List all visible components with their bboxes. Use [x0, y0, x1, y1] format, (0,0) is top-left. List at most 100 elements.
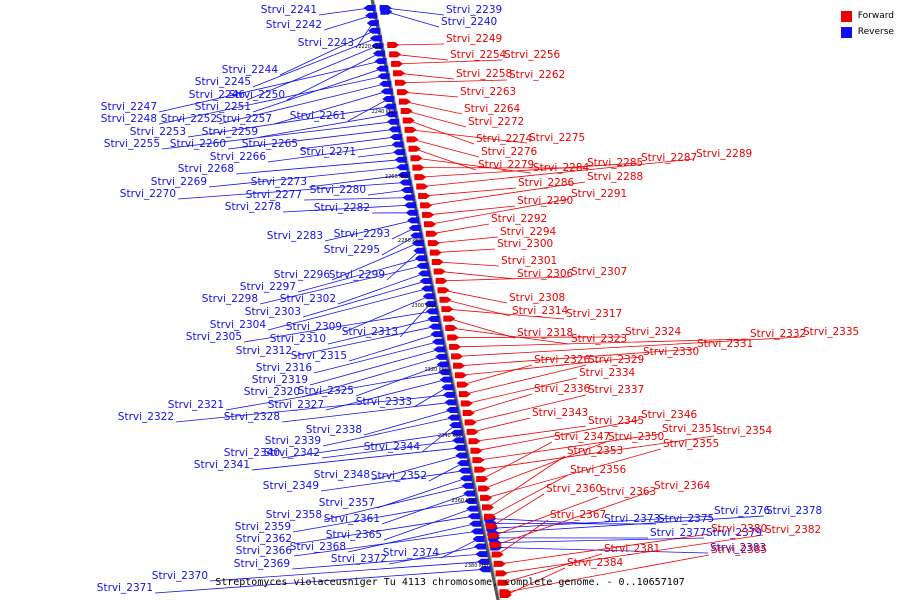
leader-line	[279, 30, 375, 76]
leader-line	[482, 441, 553, 480]
gene-label: Strvi_2265	[242, 138, 298, 150]
gene-label: Strvi_2381	[604, 543, 660, 555]
gene-feature	[393, 70, 406, 77]
gene-feature	[385, 111, 398, 118]
gene-feature	[497, 579, 510, 586]
leader-line	[495, 490, 653, 546]
leader-line	[381, 235, 417, 256]
gene-label: Strvi_2283	[267, 230, 323, 242]
leader-lines	[154, 7, 802, 596]
gene-label: Strvi_2239	[446, 4, 502, 16]
gene-feature	[380, 8, 393, 15]
leader-line	[308, 174, 404, 188]
leader-line	[495, 537, 705, 544]
gene-label: Strvi_2314	[512, 305, 569, 317]
gene-feature	[466, 428, 479, 435]
leader-line	[385, 7, 445, 16]
gene-label: Strvi_2244	[222, 64, 279, 76]
gene-feature	[376, 65, 389, 72]
leader-line	[177, 182, 406, 200]
gene-label: Strvi_2286	[518, 177, 575, 189]
gene-label: Strvi_2258	[456, 68, 512, 80]
gene-label: Strvi_2344	[364, 441, 421, 453]
leader-line	[175, 394, 449, 423]
gene-feature	[441, 384, 454, 391]
gene-label: Strvi_2374	[383, 547, 440, 559]
gene-label: Strvi_2277	[246, 189, 302, 201]
gene-label: Strvi_2316	[256, 362, 313, 374]
gene-label: Strvi_2333	[356, 396, 412, 408]
gene-label: Strvi_2282	[314, 202, 370, 214]
gene-label: Strvi_2284	[533, 162, 590, 174]
gene-label: Strvi_2322	[118, 411, 174, 423]
gene-label: Strvi_2340	[224, 447, 280, 459]
leader-line	[491, 493, 545, 527]
gene-label: Strvi_2251	[195, 101, 251, 113]
gene-feature	[427, 240, 440, 247]
gene-feature	[412, 164, 425, 171]
gene-feature	[428, 323, 441, 330]
leader-line	[324, 219, 414, 242]
gene-label: Strvi_2310	[270, 333, 326, 345]
leader-line	[386, 250, 420, 281]
gene-feature	[476, 476, 489, 483]
leader-line	[449, 318, 516, 339]
gene-feature	[391, 141, 404, 148]
leader-line	[297, 257, 422, 293]
genome-caption: Streptomyces violaceusniger Tu 4113 chro…	[215, 577, 685, 588]
gene-label: Strvi_2379	[706, 527, 762, 539]
gene-label: Strvi_2367	[550, 509, 606, 521]
axis-tick-label: 2240 kbp	[372, 109, 396, 115]
gene-label: Strvi_2371	[97, 582, 153, 594]
leader-line	[399, 303, 431, 338]
gene-feature	[407, 217, 420, 224]
leader-line	[347, 523, 476, 553]
axis-tick-label: 2320 kbp	[424, 367, 448, 373]
gene-label: Strvi_2365	[326, 529, 382, 541]
gene-feature	[435, 277, 448, 284]
legend-forward: Forward	[840, 8, 894, 24]
gene-feature	[458, 391, 471, 398]
leader-line	[267, 144, 398, 163]
leader-line	[323, 15, 372, 31]
forward-swatch	[840, 10, 852, 22]
gene-feature	[467, 513, 480, 520]
gene-label: Strvi_2325	[298, 385, 354, 397]
gene-features	[363, 5, 512, 598]
axis-tick-label: 2300 kbp	[411, 303, 435, 309]
axis-highlight	[373, 0, 501, 600]
gene-feature	[404, 126, 417, 133]
leader-line	[412, 138, 480, 158]
leader-line	[476, 419, 640, 452]
leader-line	[395, 54, 449, 61]
legend-reverse-label: Reverse	[857, 27, 894, 37]
gene-feature	[478, 566, 491, 573]
axis-tick-label: 2340 kbp	[438, 433, 462, 439]
leader-line	[466, 377, 578, 404]
gene-feature	[469, 520, 482, 527]
gene-label: Strvi_2323	[571, 333, 627, 345]
gene-label: Strvi_2354	[716, 425, 773, 437]
gene-feature	[435, 353, 448, 360]
gene-label: Strvi_2347	[554, 431, 610, 443]
axis-tick-label: 2280 kbp	[398, 238, 422, 244]
gene-label: Strvi_2363	[600, 486, 656, 498]
gene-feature	[416, 262, 429, 269]
gene-feature	[495, 570, 508, 577]
gene-label: Strvi_2327	[268, 399, 324, 411]
gene-feature	[402, 117, 415, 124]
gene-label: Strvi_2301	[501, 255, 557, 267]
gene-feature	[406, 136, 419, 143]
gene-label: Strvi_2242	[266, 19, 322, 31]
leader-line	[323, 485, 468, 521]
leader-line	[400, 79, 508, 84]
leader-line	[424, 187, 517, 197]
gene-feature	[446, 407, 459, 414]
leader-line	[413, 386, 448, 408]
gene-feature	[416, 183, 429, 190]
gene-label: Strvi_2299	[329, 269, 385, 281]
gene-feature	[399, 179, 412, 186]
gene-feature	[393, 149, 406, 156]
gene-label: Strvi_2276	[481, 146, 538, 158]
axis-tick-label: 2380 kbp	[465, 563, 489, 569]
